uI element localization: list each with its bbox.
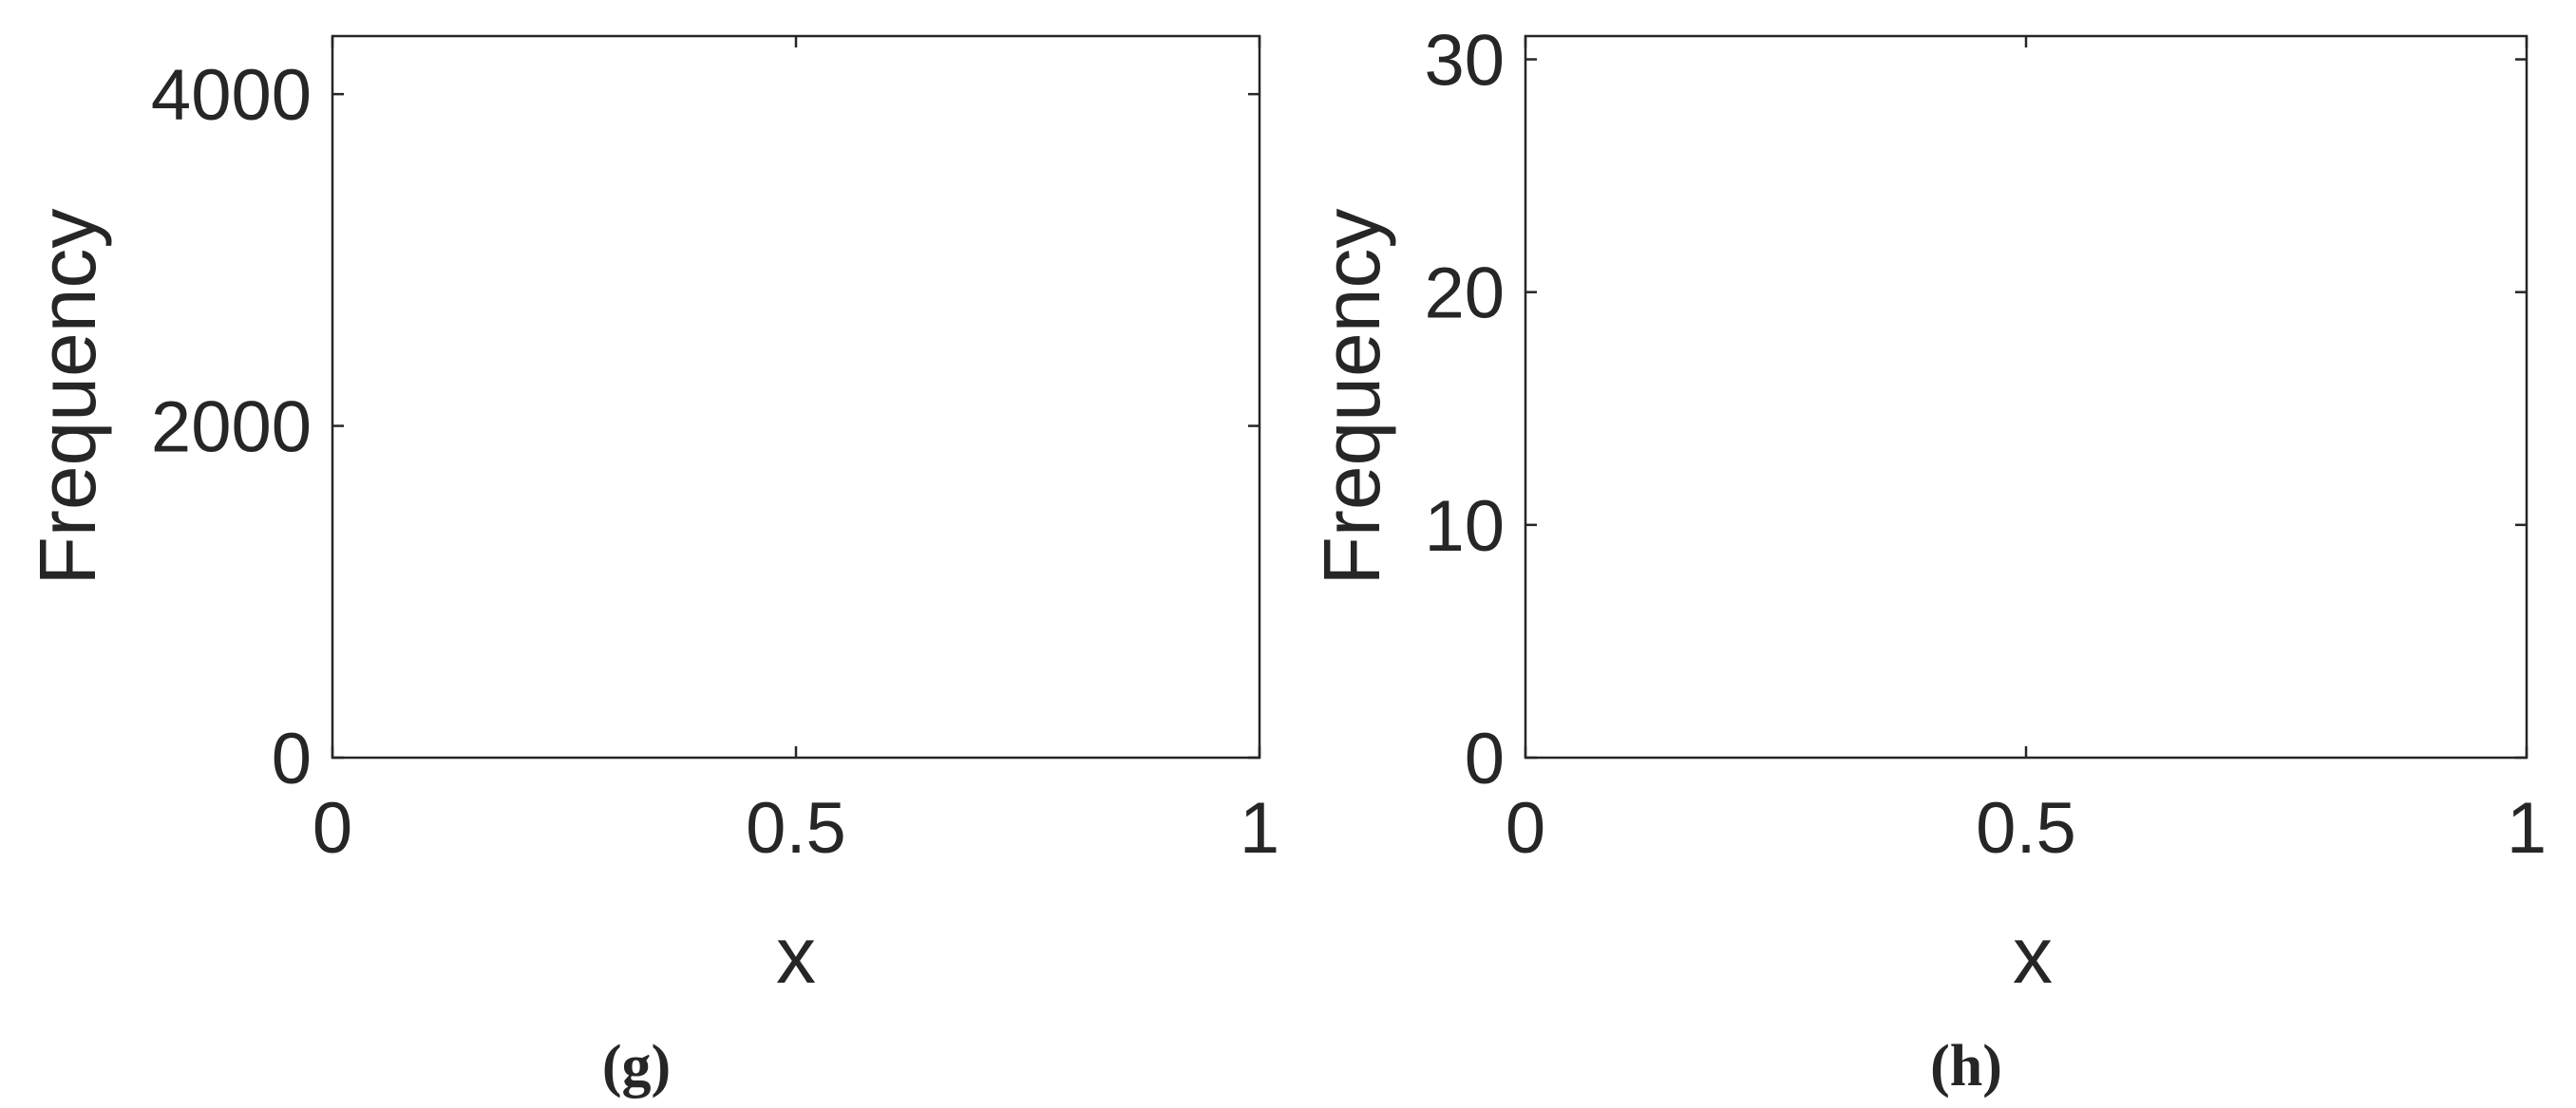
x-tick-label-g-1: 0.5 [746, 788, 846, 869]
x-tick-label-g-2: 1 [1240, 788, 1279, 869]
y-tick-label-h-3: 30 [1424, 21, 1505, 102]
x-axis-title-h: x [2013, 911, 2053, 1000]
tick-marks-h [1524, 36, 2529, 760]
x-tick-label-h-1: 0.5 [1976, 788, 2076, 869]
y-tick-label-g-0: 0 [272, 719, 312, 799]
tick-labels-g: 0 0.5 1 0 2000 4000 [151, 55, 1279, 869]
x-tick-label-h-2: 1 [2507, 788, 2547, 869]
y-axis-title-h: Frequency [1307, 209, 1396, 586]
x-tick-label-g-0: 0 [313, 788, 352, 869]
panel-caption-g: (g) [602, 1034, 671, 1099]
panel-caption-h: (h) [1930, 1034, 2002, 1099]
axes-box-g [331, 34, 1261, 760]
y-tick-label-h-2: 20 [1424, 254, 1505, 334]
y-tick-label-h-1: 10 [1424, 486, 1505, 567]
y-tick-label-h-0: 0 [1465, 719, 1505, 799]
axes-box-h [1524, 34, 2529, 760]
x-tick-label-h-0: 0 [1506, 788, 1545, 869]
y-axis-title-g: Frequency [23, 209, 112, 586]
tick-marks-g [331, 36, 1261, 760]
chart-panel-g: 0 0.5 1 0 2000 4000 x Frequency (g) [23, 34, 1279, 1099]
x-axis-title-g: x [776, 911, 816, 1000]
y-tick-label-g-2: 4000 [151, 55, 312, 136]
y-tick-label-g-1: 2000 [151, 387, 312, 468]
